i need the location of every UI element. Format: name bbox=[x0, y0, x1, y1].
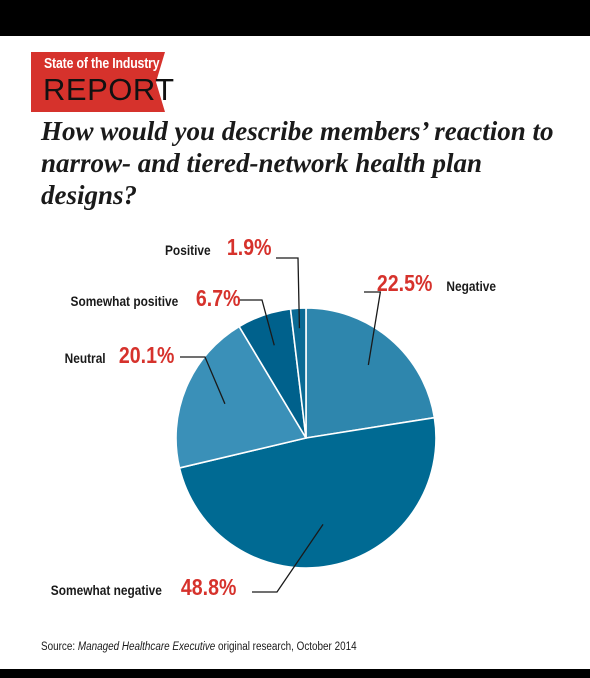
report-badge: State of the Industry REPORT bbox=[31, 52, 174, 112]
leader-line-negative bbox=[364, 291, 382, 366]
leader-line-neutral bbox=[180, 356, 226, 405]
label-positive-percent: 1.9% bbox=[227, 234, 272, 260]
pie-slice-negative bbox=[305, 307, 436, 439]
report-badge-subtitle: REPORT bbox=[43, 72, 175, 107]
report-badge-title: State of the Industry bbox=[44, 55, 160, 72]
leader-line-positive bbox=[276, 257, 301, 329]
label-somewhat-positive: Somewhat positive 6.7% bbox=[61, 287, 245, 310]
label-somewhat-negative-name: Somewhat negative bbox=[50, 582, 162, 598]
label-neutral-name: Neutral bbox=[64, 350, 106, 366]
leader-line-somewhat-negative bbox=[252, 523, 324, 593]
bottom-bar bbox=[0, 669, 590, 678]
source-suffix: original research, October 2014 bbox=[215, 641, 357, 653]
pie-slice-positive bbox=[289, 307, 307, 439]
pie-slice-neutral bbox=[175, 325, 307, 469]
label-somewhat-positive-percent: 6.7% bbox=[196, 285, 241, 311]
source-note: Source: Managed Healthcare Executive ori… bbox=[41, 641, 357, 653]
label-somewhat-negative: Somewhat negative 48.8% bbox=[41, 576, 241, 599]
label-negative-percent: 22.5% bbox=[376, 270, 433, 296]
pie-slice-somewhat-negative bbox=[178, 416, 437, 569]
source-prefix: Source: bbox=[41, 641, 78, 653]
chart-title: How would you describe members’ reaction… bbox=[41, 116, 554, 210]
label-positive: Positive 1.9% bbox=[165, 236, 276, 259]
label-neutral: Neutral 20.1% bbox=[61, 344, 179, 367]
label-negative: 22.5% Negative bbox=[372, 272, 500, 295]
label-somewhat-negative-percent: 48.8% bbox=[181, 574, 237, 600]
source-publication: Managed Healthcare Executive bbox=[77, 641, 216, 653]
label-negative-name: Negative bbox=[446, 278, 496, 294]
label-neutral-percent: 20.1% bbox=[118, 342, 175, 368]
label-somewhat-positive-name: Somewhat positive bbox=[70, 293, 179, 309]
report-badge-shape bbox=[31, 52, 165, 112]
top-bar bbox=[0, 0, 590, 36]
leader-line-somewhat-positive bbox=[238, 299, 275, 346]
label-positive-name: Positive bbox=[165, 242, 211, 258]
